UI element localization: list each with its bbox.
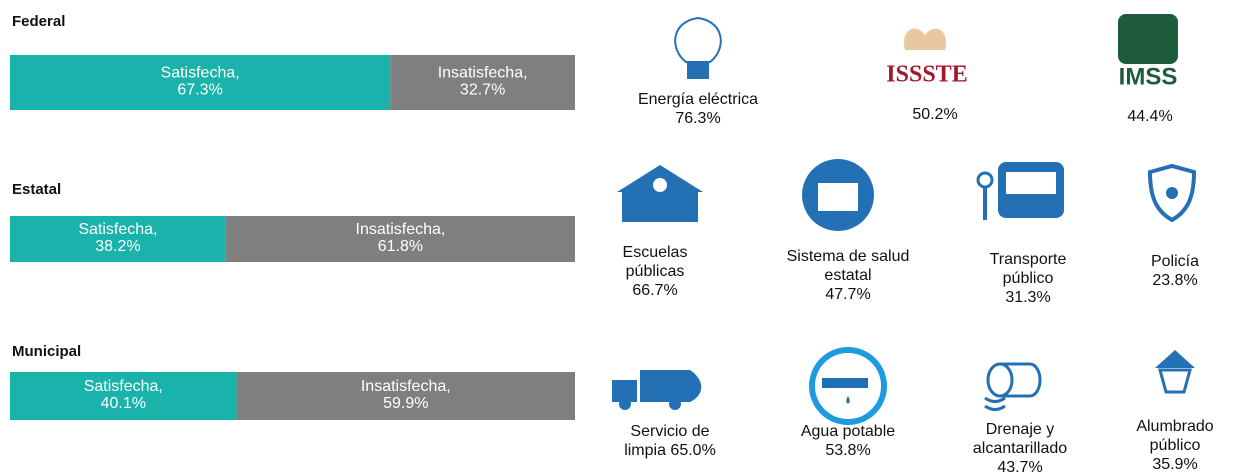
imss-logo-text: IMSS: [1119, 63, 1178, 90]
service-label: 50.2%: [912, 106, 957, 123]
segment-value: 59.9%: [383, 395, 428, 412]
service-label: limpia 65.0%: [624, 442, 716, 459]
service-label: Escuelas: [623, 244, 688, 261]
service-label: estatal: [824, 267, 871, 284]
service-label: Energía eléctrica: [638, 91, 758, 108]
service-label: 53.8%: [825, 442, 870, 459]
service-label: Sistema de salud: [787, 248, 910, 265]
service-label: 76.3%: [675, 110, 720, 127]
segment-name: Insatisfecha,: [438, 65, 528, 82]
service-label: 43.7%: [997, 459, 1042, 475]
service-label: 44.4%: [1127, 108, 1172, 125]
water-icon: [809, 347, 887, 425]
segment-value: 32.7%: [460, 82, 505, 99]
bar-segment: [10, 216, 226, 262]
bar-segment: [236, 372, 575, 420]
service-label: públicas: [626, 263, 685, 280]
issste-logo-text: ISSSTE: [886, 62, 967, 88]
segment-value: 67.3%: [177, 82, 222, 99]
service-label: Alumbrado: [1136, 418, 1213, 435]
segment-name: Satisfecha,: [161, 65, 240, 82]
service-label: Servicio de: [630, 423, 709, 440]
lamp-icon: [1155, 350, 1195, 394]
police-icon: [1147, 163, 1197, 223]
service-label: 31.3%: [1005, 289, 1050, 306]
bus-icon: [976, 162, 1064, 220]
service-label: 35.9%: [1152, 456, 1197, 473]
segment-name: Insatisfecha,: [361, 378, 451, 395]
truck-icon: [612, 370, 702, 410]
service-label: 66.7%: [632, 282, 677, 299]
segment-name: Satisfecha,: [84, 378, 163, 395]
service-label: público: [1150, 437, 1201, 454]
issste-logo: ISSSTE: [886, 28, 968, 88]
bar-segment: [390, 55, 575, 110]
bulb-icon: [674, 16, 722, 79]
bar-segment: [225, 216, 575, 262]
panel-title: Estatal: [12, 181, 61, 198]
segment-value: 38.2%: [95, 238, 140, 255]
service-label: 23.8%: [1152, 272, 1197, 289]
hospital-icon: [802, 159, 874, 231]
service-label: 47.7%: [825, 286, 870, 303]
imss-logo: IMSS: [1118, 14, 1178, 90]
panel-title: Federal: [12, 13, 65, 30]
panel-title: Municipal: [12, 343, 81, 360]
segment-value: 61.8%: [378, 238, 423, 255]
bar-segment: [10, 55, 391, 110]
drain-icon: [984, 362, 1042, 411]
service-label: Drenaje y: [986, 421, 1054, 438]
bar-segment: [10, 372, 237, 420]
service-label: Transporte: [990, 251, 1067, 268]
service-label: Policía: [1151, 253, 1199, 270]
segment-name: Insatisfecha,: [356, 221, 446, 238]
service-label: público: [1003, 270, 1054, 287]
service-label: alcantarillado: [973, 440, 1067, 457]
segment-name: Satisfecha,: [78, 221, 157, 238]
service-label: Agua potable: [801, 423, 895, 440]
segment-value: 40.1%: [101, 395, 146, 412]
school-icon: [617, 165, 703, 222]
